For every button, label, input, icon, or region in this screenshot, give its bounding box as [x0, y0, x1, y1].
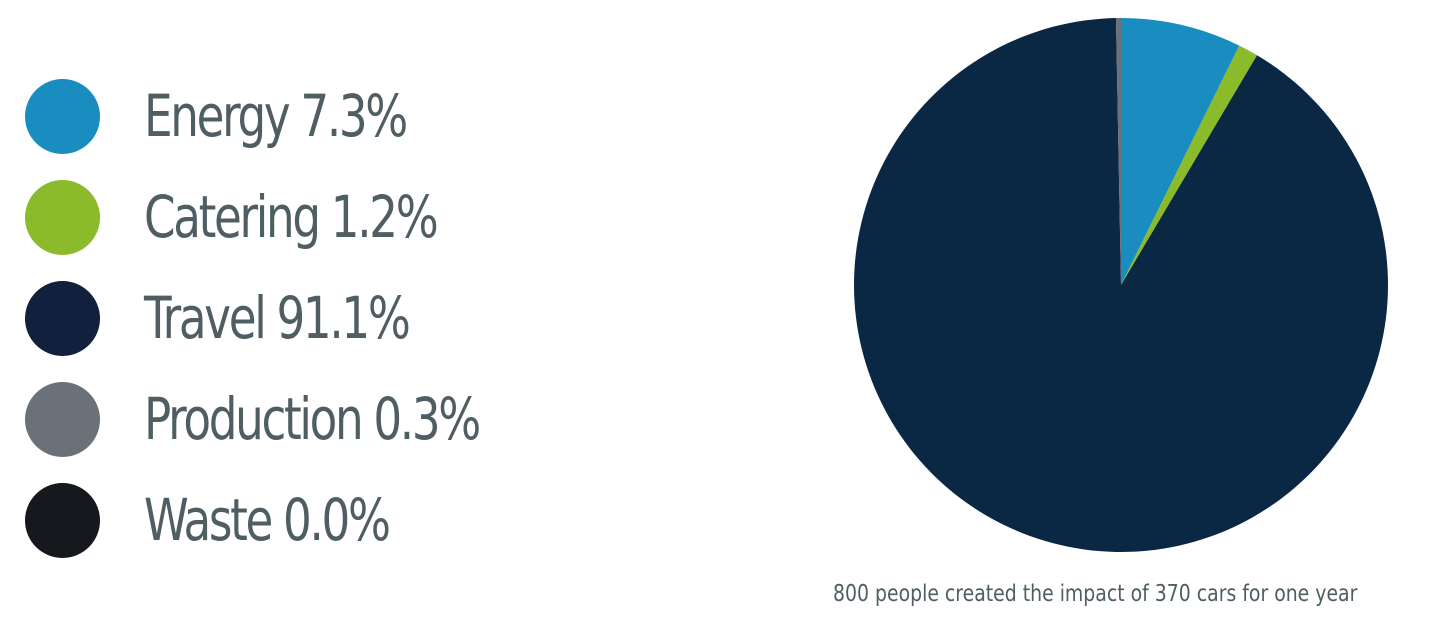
pie-slice-catering [1121, 45, 1258, 285]
pie-slice-production [1115, 18, 1121, 285]
legend-swatch-energy [25, 78, 100, 154]
legend-item-waste: Waste 0.0% [25, 482, 573, 558]
legend-item-energy: Energy 7.3% [25, 78, 573, 154]
chart-legend: Energy 7.3% Catering 1.2% Travel 91.1% P… [25, 78, 573, 558]
legend-label-production: Production 0.3% [144, 385, 481, 453]
pie-slice-energy [1121, 18, 1240, 285]
legend-item-travel: Travel 91.1% [25, 280, 573, 356]
legend-label-catering: Catering 1.2% [144, 183, 439, 251]
legend-swatch-waste [25, 482, 100, 558]
chart-caption: 800 people created the impact of 370 car… [833, 581, 1358, 607]
legend-item-catering: Catering 1.2% [25, 179, 573, 255]
legend-label-travel: Travel 91.1% [144, 284, 411, 352]
pie-slices [854, 18, 1389, 553]
pie-chart [854, 18, 1389, 553]
legend-item-production: Production 0.3% [25, 381, 573, 457]
legend-swatch-travel [25, 280, 100, 356]
legend-label-energy: Energy 7.3% [144, 82, 408, 150]
legend-swatch-production [25, 381, 100, 457]
legend-swatch-catering [25, 179, 100, 255]
legend-label-waste: Waste 0.0% [144, 486, 391, 554]
pie-slice-travel [854, 18, 1389, 553]
